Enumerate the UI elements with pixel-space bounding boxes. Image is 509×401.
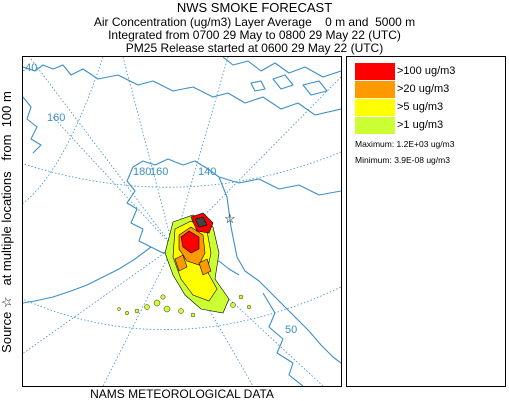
map-title: NWS SMOKE FORECAST xyxy=(176,0,333,15)
met-data-label: NAMS METEOROLOGICAL DATA xyxy=(90,387,274,401)
graticule-meridian xyxy=(23,246,174,354)
graticule-meridian xyxy=(102,246,174,386)
grid-label: 140 xyxy=(198,166,216,178)
scattered-smoke xyxy=(117,294,251,318)
yukon-coast xyxy=(218,176,341,196)
minimum-value: Minimum: 3.9E-08 ug/m3 xyxy=(355,155,450,165)
grid-label: 160 xyxy=(150,166,168,178)
release-start: PM25 Release started at 0600 29 May 22 (… xyxy=(125,41,384,55)
grid-label: 140 xyxy=(23,62,37,74)
island-outline xyxy=(250,80,266,92)
graticule-meridian xyxy=(30,58,174,248)
graticule-meridian xyxy=(172,246,324,386)
legend-swatch xyxy=(355,81,395,98)
alaska-panhandle xyxy=(218,176,341,364)
graticule-parallel xyxy=(23,151,341,188)
map-canvas: ☆ 140 160 180 160 140 50 xyxy=(23,57,341,386)
legend-swatch xyxy=(355,99,395,116)
legend-label: >5 ug/m3 xyxy=(397,101,444,113)
source-marker: ☆ xyxy=(224,211,236,226)
graticule-meridian xyxy=(172,246,254,386)
smoke-forecast-map: ☆ 140 160 180 160 140 50 xyxy=(22,56,342,387)
island-outline xyxy=(302,80,328,96)
chukotka-coastline xyxy=(23,96,42,154)
graticule-meridian xyxy=(52,116,174,248)
legend-label: >1 ug/m3 xyxy=(397,119,444,131)
legend-label: >100 ug/m3 xyxy=(397,65,456,77)
concentration-subtitle: Air Concentration (ug/m3) Layer Average … xyxy=(93,15,416,29)
source-location-label: Source ☆ at multiple locations from 100 … xyxy=(0,91,14,353)
island-outline xyxy=(272,74,294,90)
alaska-west-coast xyxy=(126,166,152,248)
legend-swatch xyxy=(355,117,395,134)
arctic-coastline xyxy=(23,64,341,116)
canadian-islands xyxy=(222,57,341,78)
graticule-parallel xyxy=(23,57,104,204)
aleutian-chain xyxy=(23,246,152,304)
integration-period: Integrated from 0700 29 May to 0800 29 M… xyxy=(108,28,401,42)
bc-coast xyxy=(262,292,304,386)
graticule-meridian xyxy=(172,76,341,248)
grid-label: 160 xyxy=(47,112,65,124)
grid-label: 50 xyxy=(285,324,297,336)
graticule-meridian xyxy=(172,57,229,248)
legend-label: >20 ug/m3 xyxy=(397,83,450,95)
legend-panel: >100 ug/m3 >20 ug/m3 >5 ug/m3 >1 ug/m3 M… xyxy=(346,56,506,387)
maximum-value: Maximum: 1.2E+03 ug/m3 xyxy=(355,139,455,149)
alaska-north-coast xyxy=(132,158,220,178)
smoke-plume xyxy=(164,212,230,314)
grid-label: 180 xyxy=(133,166,151,178)
graticule-meridian xyxy=(122,57,174,248)
legend-swatch xyxy=(355,63,395,80)
